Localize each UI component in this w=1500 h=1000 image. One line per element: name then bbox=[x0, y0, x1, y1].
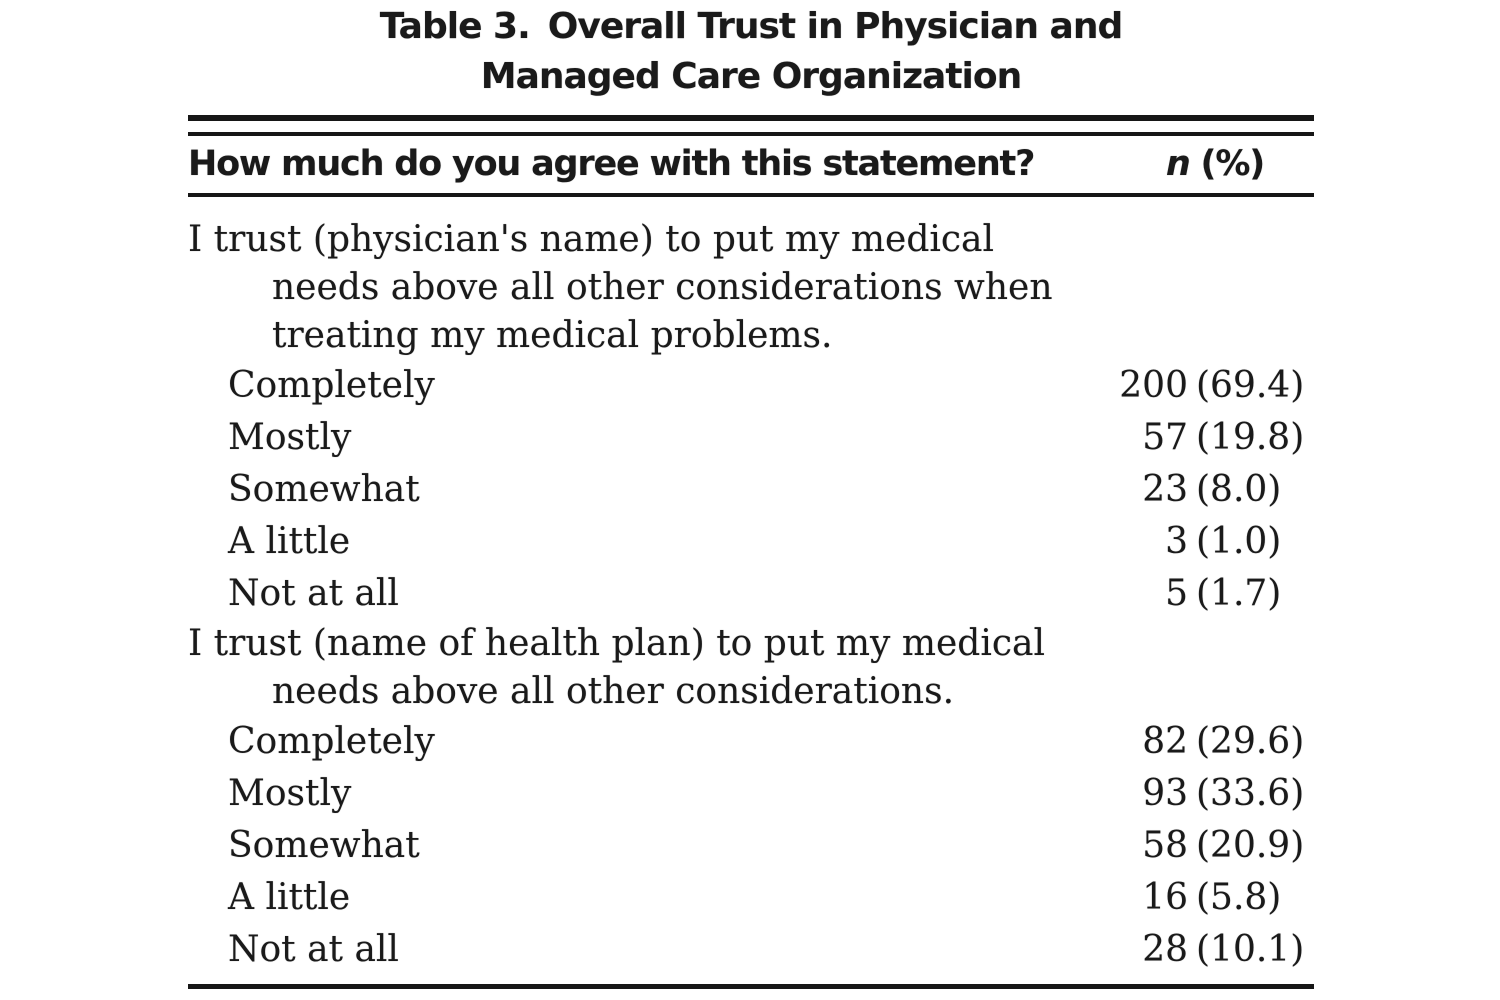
row-label: Somewhat bbox=[228, 469, 420, 510]
row-n-value: 3 bbox=[1165, 521, 1188, 562]
table-row: Somewhat 23 (8.0) bbox=[188, 464, 1314, 516]
caption-line-1-text: Overall Trust in Physician and bbox=[547, 6, 1123, 47]
row-n-value: 28 bbox=[1142, 929, 1188, 970]
row-label: A little bbox=[228, 521, 351, 562]
header-rule bbox=[188, 193, 1314, 197]
top-rule-thick bbox=[188, 115, 1314, 121]
row-pct-value: (1.7) bbox=[1196, 573, 1282, 614]
row-n-value: 200 bbox=[1119, 365, 1188, 406]
top-rule-thin bbox=[188, 132, 1314, 136]
row-pct-value: (8.0) bbox=[1196, 469, 1282, 510]
table-row: A little 16 (5.8) bbox=[188, 872, 1314, 924]
table-row: Mostly 57 (19.8) bbox=[188, 412, 1314, 464]
row-label: A little bbox=[228, 877, 351, 918]
bottom-rule bbox=[188, 984, 1314, 989]
table-number: Table 3. bbox=[379, 6, 531, 47]
statement-block-physician: I trust (physician's name) to put my med… bbox=[188, 216, 1314, 360]
row-label: Completely bbox=[228, 365, 435, 406]
row-label: Mostly bbox=[228, 417, 352, 458]
row-pct-value: (29.6) bbox=[1196, 721, 1305, 762]
statement-line: I trust (physician's name) to put my med… bbox=[188, 219, 995, 260]
row-label: Mostly bbox=[228, 773, 352, 814]
statement-block-health-plan: I trust (name of health plan) to put my … bbox=[188, 620, 1314, 716]
row-label: Not at all bbox=[228, 929, 399, 970]
n-symbol: n bbox=[1165, 144, 1191, 184]
row-n-value: 57 bbox=[1142, 417, 1188, 458]
row-pct-value: (19.8) bbox=[1196, 417, 1305, 458]
row-n-value: 82 bbox=[1142, 721, 1188, 762]
row-n-value: 58 bbox=[1142, 825, 1188, 866]
table-row: Completely 82 (29.6) bbox=[188, 716, 1314, 768]
table-row: Not at all 28 (10.1) bbox=[188, 924, 1314, 976]
statement-line: treating my medical problems. bbox=[272, 315, 833, 356]
caption-line-1: Table 3. Overall Trust in Physician and bbox=[188, 2, 1314, 52]
percent-symbol: (%) bbox=[1200, 144, 1266, 184]
table-row: Completely 200 (69.4) bbox=[188, 360, 1314, 412]
table-area: Table 3. Overall Trust in Physician and M… bbox=[188, 0, 1314, 1000]
table-row: Mostly 93 (33.6) bbox=[188, 768, 1314, 820]
row-n-value: 23 bbox=[1142, 469, 1188, 510]
row-label: Completely bbox=[228, 721, 435, 762]
row-pct-value: (5.8) bbox=[1196, 877, 1282, 918]
table-caption: Table 3. Overall Trust in Physician and M… bbox=[188, 2, 1314, 102]
row-pct-value: (33.6) bbox=[1196, 773, 1305, 814]
table-row: A little 3 (1.0) bbox=[188, 516, 1314, 568]
row-pct-value: (69.4) bbox=[1196, 365, 1305, 406]
row-pct-value: (20.9) bbox=[1196, 825, 1305, 866]
statement-line: needs above all other considerations whe… bbox=[272, 267, 1053, 308]
row-pct-value: (10.1) bbox=[1196, 929, 1305, 970]
question-column-header: How much do you agree with this statemen… bbox=[188, 144, 1035, 184]
statement-line: I trust (name of health plan) to put my … bbox=[188, 623, 1045, 664]
table-body: I trust (physician's name) to put my med… bbox=[188, 216, 1314, 976]
row-pct-value: (1.0) bbox=[1196, 521, 1282, 562]
row-label: Not at all bbox=[228, 573, 399, 614]
row-n-value: 93 bbox=[1142, 773, 1188, 814]
row-n-value: 5 bbox=[1165, 573, 1188, 614]
row-n-value: 16 bbox=[1142, 877, 1188, 918]
column-header-row: How much do you agree with this statemen… bbox=[188, 141, 1314, 187]
n-percent-column-header: n (%) bbox=[1165, 141, 1266, 187]
statement-line: needs above all other considerations. bbox=[272, 671, 955, 712]
table-row: Somewhat 58 (20.9) bbox=[188, 820, 1314, 872]
caption-line-2: Managed Care Organization bbox=[480, 56, 1023, 97]
table-row: Not at all 5 (1.7) bbox=[188, 568, 1314, 620]
row-label: Somewhat bbox=[228, 825, 420, 866]
